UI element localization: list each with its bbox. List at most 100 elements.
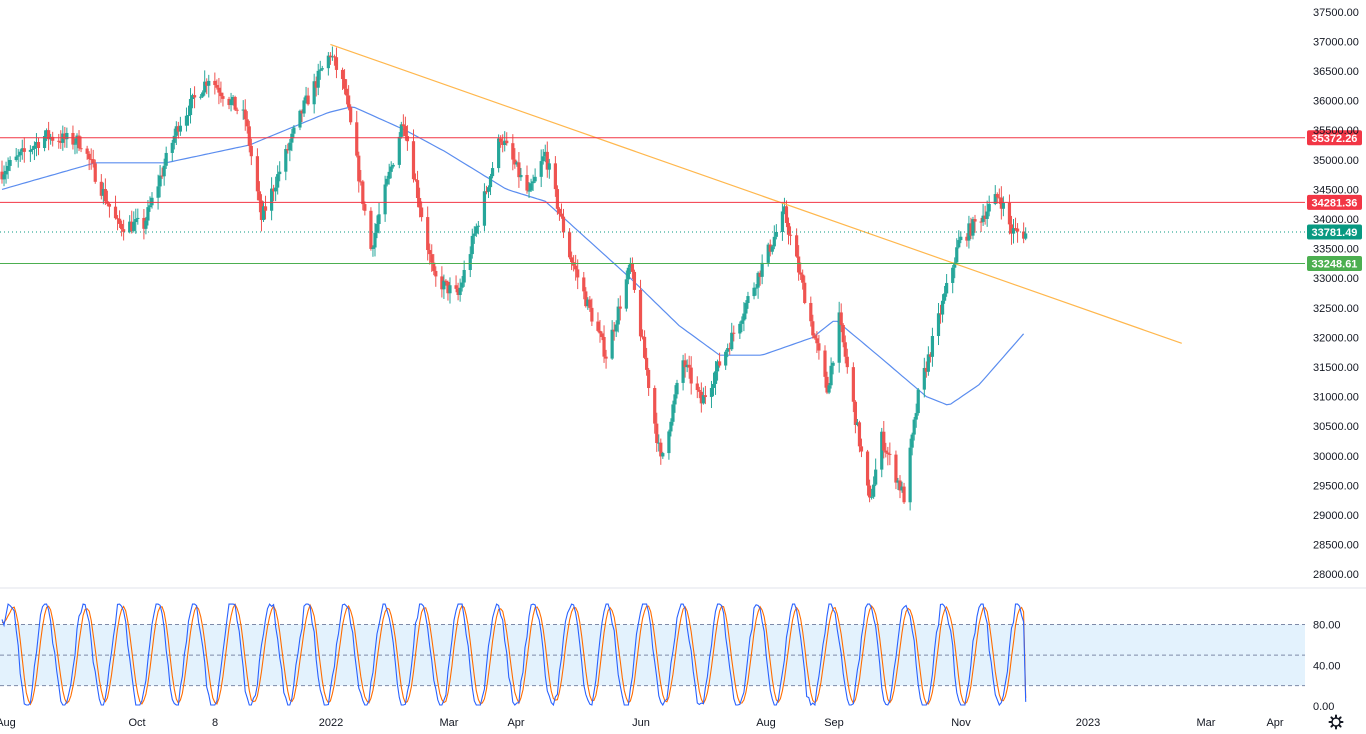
candle[interactable] [880, 427, 884, 478]
candle[interactable] [557, 207, 562, 221]
candle[interactable] [505, 132, 509, 146]
candle[interactable] [328, 52, 332, 65]
candle[interactable] [999, 186, 1003, 220]
candle[interactable] [460, 276, 464, 292]
candle[interactable] [685, 359, 689, 373]
candle[interactable] [476, 220, 480, 235]
candle[interactable] [16, 149, 20, 168]
candle[interactable] [77, 130, 81, 152]
candle[interactable] [724, 349, 728, 370]
candle[interactable] [772, 225, 776, 250]
candle[interactable] [75, 133, 79, 154]
candle[interactable] [626, 264, 630, 285]
candle[interactable] [531, 174, 535, 191]
candle[interactable] [401, 114, 405, 137]
candle[interactable] [997, 188, 1001, 204]
candle[interactable] [304, 86, 308, 104]
gear-icon[interactable] [1328, 714, 1344, 730]
candle[interactable] [803, 275, 807, 305]
candle[interactable] [1024, 227, 1028, 241]
candle[interactable] [482, 183, 487, 232]
candle[interactable] [231, 94, 235, 106]
candle[interactable] [596, 312, 600, 333]
candle[interactable] [894, 450, 898, 490]
candle[interactable] [955, 238, 959, 265]
candle[interactable] [942, 285, 947, 304]
candle[interactable] [330, 46, 335, 61]
candle[interactable] [817, 334, 821, 360]
candle[interactable] [744, 300, 748, 320]
candle[interactable] [780, 203, 785, 241]
candle[interactable] [190, 93, 195, 109]
candle[interactable] [316, 63, 320, 96]
candle[interactable] [713, 361, 718, 395]
candle[interactable] [801, 269, 805, 290]
candle[interactable] [247, 120, 251, 153]
candle[interactable] [201, 90, 205, 98]
candle[interactable] [823, 345, 827, 388]
candle[interactable] [882, 421, 886, 459]
candle[interactable] [922, 357, 926, 398]
candle[interactable] [59, 130, 63, 149]
candle[interactable] [93, 159, 97, 184]
candle[interactable] [703, 385, 707, 405]
candle[interactable] [448, 277, 452, 304]
candle[interactable] [249, 138, 253, 166]
candle[interactable] [711, 372, 716, 397]
candle[interactable] [799, 262, 803, 281]
candle[interactable] [192, 86, 197, 109]
candle[interactable] [938, 304, 943, 324]
candle[interactable] [924, 361, 928, 378]
candle[interactable] [79, 136, 83, 153]
candle[interactable] [959, 231, 963, 244]
candle[interactable] [340, 67, 345, 91]
candle[interactable] [101, 182, 105, 205]
candle[interactable] [30, 146, 35, 155]
candle[interactable] [306, 87, 310, 106]
candle[interactable] [768, 239, 772, 257]
candle[interactable] [342, 69, 347, 95]
candle[interactable] [172, 128, 176, 150]
candle[interactable] [391, 163, 395, 169]
candle[interactable] [657, 434, 661, 452]
candle[interactable] [766, 242, 770, 267]
candle[interactable] [837, 301, 841, 373]
candle[interactable] [270, 177, 274, 221]
candle[interactable] [99, 174, 103, 200]
candle[interactable] [503, 131, 507, 152]
candle[interactable] [983, 205, 987, 225]
candle[interactable] [51, 131, 55, 147]
candle[interactable] [229, 92, 233, 112]
candle[interactable] [263, 195, 268, 220]
candle[interactable] [699, 382, 703, 413]
candle[interactable] [979, 217, 983, 232]
candle[interactable] [870, 488, 874, 500]
candle[interactable] [389, 161, 393, 179]
candle[interactable] [243, 99, 247, 131]
candle[interactable] [14, 147, 18, 162]
candle[interactable] [543, 144, 547, 163]
candle[interactable] [760, 254, 764, 285]
candle[interactable] [602, 325, 606, 363]
candle[interactable] [559, 203, 564, 219]
candle[interactable] [740, 316, 744, 333]
candle[interactable] [122, 219, 126, 241]
candle[interactable] [709, 380, 714, 409]
candle[interactable] [553, 156, 557, 197]
candle[interactable] [600, 331, 604, 341]
candle[interactable] [4, 161, 8, 184]
candle[interactable] [541, 149, 545, 165]
candle[interactable] [377, 202, 381, 234]
candle[interactable] [928, 352, 932, 363]
candle[interactable] [661, 451, 665, 459]
candle[interactable] [468, 246, 472, 278]
candle[interactable] [1009, 215, 1014, 245]
candle[interactable] [373, 223, 377, 257]
candle[interactable] [614, 320, 618, 337]
candle[interactable] [513, 148, 517, 169]
candle[interactable] [910, 432, 914, 456]
candle[interactable] [675, 379, 679, 399]
candle[interactable] [136, 208, 140, 225]
candle[interactable] [797, 245, 801, 281]
